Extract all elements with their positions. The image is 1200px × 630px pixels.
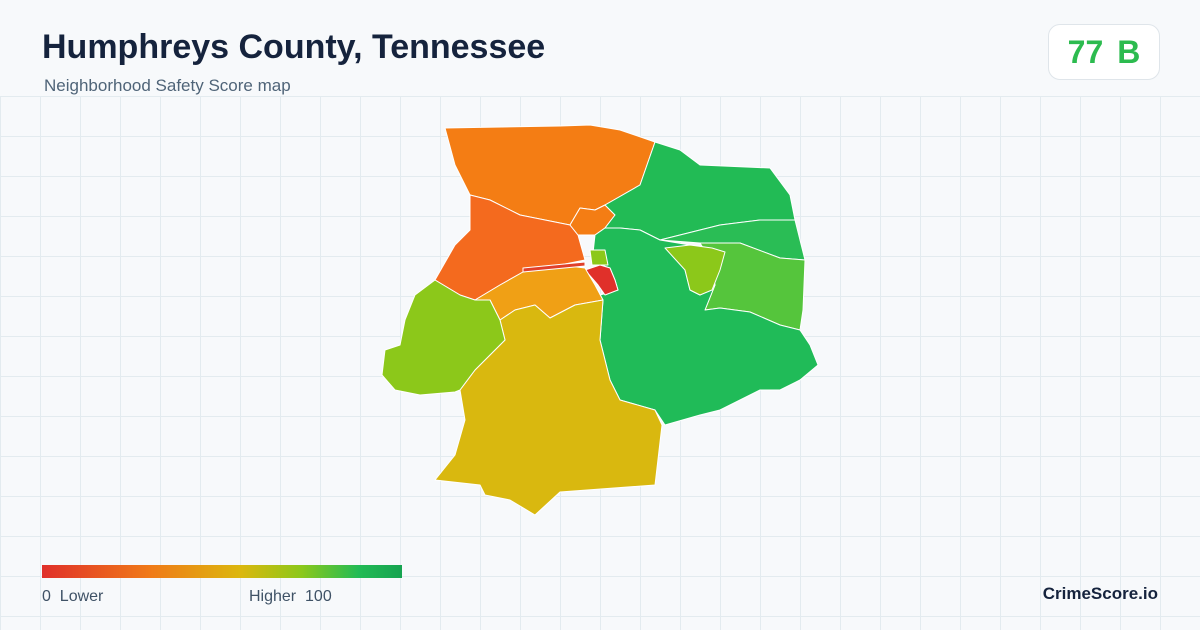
region: [589, 249, 609, 266]
legend-min-label: Lower: [59, 588, 104, 605]
legend-max-group: Higher 100: [249, 588, 332, 606]
legend-max-label: Higher: [249, 588, 297, 605]
legend-max: 100: [305, 588, 332, 605]
legend-min-group: 0 Lower: [42, 588, 103, 606]
legend-min: 0: [42, 588, 51, 605]
region: [664, 244, 726, 296]
region: [522, 261, 586, 273]
score-value: 77: [1067, 33, 1104, 70]
title: Humphreys County, Tennessee: [42, 28, 546, 66]
region: [584, 264, 619, 296]
brand: CrimeScore.io: [1042, 584, 1158, 603]
score-badge: 77 B: [1048, 24, 1160, 80]
legend-gradient: [42, 565, 402, 578]
score-grade: B: [1117, 33, 1141, 70]
region: [381, 279, 506, 396]
subtitle: Neighborhood Safety Score map: [44, 76, 291, 95]
